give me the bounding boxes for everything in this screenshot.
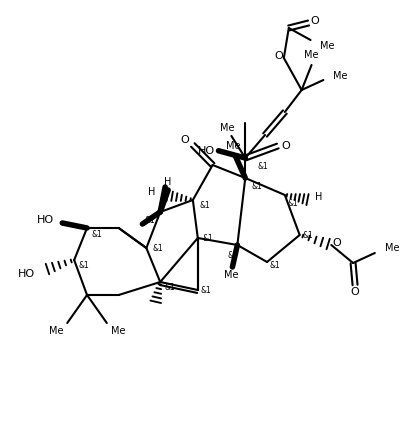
Text: HO: HO bbox=[37, 215, 54, 225]
Text: &1: &1 bbox=[152, 243, 163, 253]
Text: O: O bbox=[331, 238, 340, 248]
Text: H: H bbox=[314, 192, 321, 202]
Text: &1: &1 bbox=[202, 234, 213, 242]
Text: &1: &1 bbox=[200, 285, 211, 294]
Text: Me: Me bbox=[226, 141, 240, 151]
Text: &1: &1 bbox=[145, 215, 155, 225]
Text: &1: &1 bbox=[164, 282, 175, 292]
Text: HO: HO bbox=[197, 146, 214, 156]
Text: O: O bbox=[350, 287, 358, 297]
Text: Me: Me bbox=[320, 41, 334, 51]
Text: &1: &1 bbox=[251, 182, 262, 190]
Text: O: O bbox=[309, 16, 318, 26]
Text: H: H bbox=[148, 187, 155, 197]
Text: Me: Me bbox=[332, 71, 347, 81]
Text: Me: Me bbox=[220, 123, 234, 133]
Text: Me: Me bbox=[111, 326, 125, 336]
Text: Me: Me bbox=[304, 50, 318, 60]
Text: Me: Me bbox=[49, 326, 63, 336]
Text: &1: &1 bbox=[227, 250, 237, 259]
Text: &1: &1 bbox=[257, 162, 268, 170]
Text: HO: HO bbox=[18, 269, 34, 279]
Text: O: O bbox=[180, 135, 189, 145]
Text: O: O bbox=[274, 51, 283, 61]
Text: &1: &1 bbox=[199, 201, 210, 210]
Text: &1: &1 bbox=[79, 261, 89, 270]
Text: Me: Me bbox=[384, 243, 398, 253]
Text: &1: &1 bbox=[91, 230, 102, 238]
Text: O: O bbox=[281, 141, 290, 151]
Text: &1: &1 bbox=[269, 261, 279, 270]
Text: &1: &1 bbox=[302, 230, 312, 239]
Text: H: H bbox=[164, 177, 171, 187]
Text: Me: Me bbox=[224, 270, 238, 280]
Text: &1: &1 bbox=[287, 198, 298, 207]
